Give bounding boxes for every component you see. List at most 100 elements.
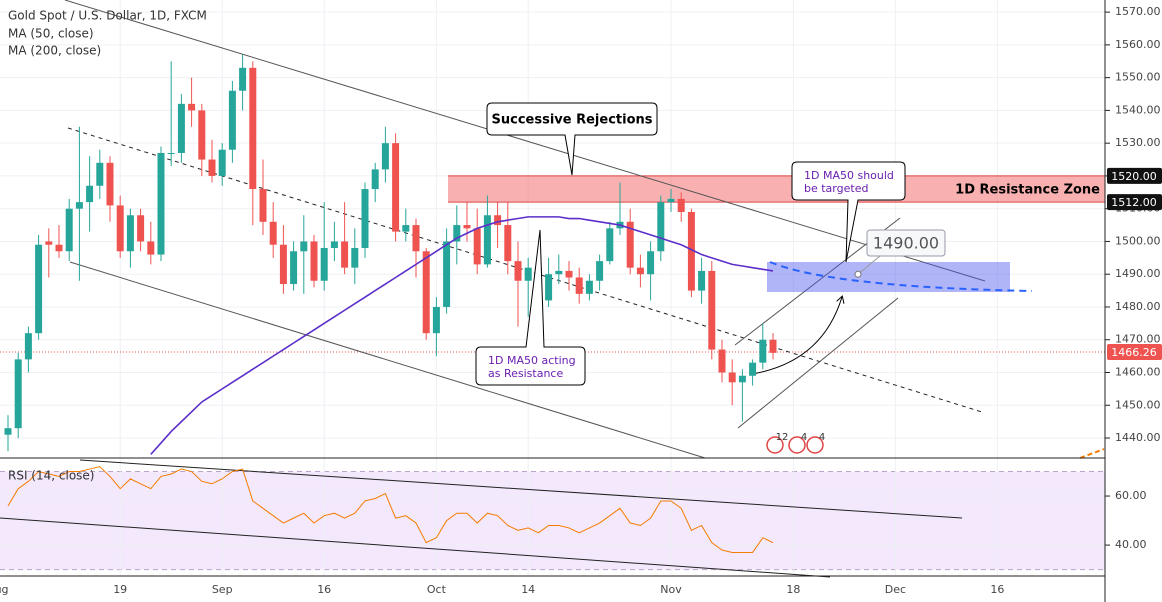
y-tick-label: 1560.00 (1115, 38, 1161, 51)
event-icon (806, 436, 824, 454)
candle-body (188, 103, 196, 111)
candle-body (269, 221, 277, 245)
y-tick-label: 1490.00 (1115, 267, 1161, 280)
candle-body (473, 228, 481, 265)
candle-body (351, 248, 359, 268)
zone-label: 1D Resistance Zone (955, 183, 1100, 198)
x-tick-label: Sep (212, 583, 233, 596)
y-tick-label: 1550.00 (1115, 71, 1161, 84)
candle-body (96, 162, 104, 186)
ma-line (150, 216, 774, 455)
candle-body (249, 67, 257, 190)
candle-body (647, 251, 655, 275)
x-tick-label: Nov (660, 583, 682, 596)
candle-body (218, 149, 226, 176)
candle-body (636, 267, 644, 275)
candle-body (24, 333, 32, 360)
candle-body (514, 261, 522, 281)
candle-body (524, 267, 532, 281)
y-tick-label: 1530.00 (1115, 136, 1161, 149)
target-zone (767, 262, 1010, 292)
event-label: 12 (776, 432, 789, 443)
candle-body (65, 208, 73, 252)
y-tick-label: 1470.00 (1115, 333, 1161, 346)
candle-body (14, 359, 22, 429)
candle-body (116, 205, 124, 252)
candle-body (443, 241, 451, 307)
candle-body (228, 90, 236, 150)
y-tick-label: 1570.00 (1115, 5, 1161, 18)
callout (486, 102, 658, 176)
price-badge (1107, 343, 1162, 360)
candle-body (320, 248, 328, 281)
candle-body (708, 270, 716, 350)
candle-body (208, 159, 216, 176)
callout-text: be targeted (804, 182, 868, 195)
candle-body (555, 270, 563, 275)
candle-body (86, 185, 94, 203)
candle-body (738, 375, 746, 383)
x-tick-label: 18 (786, 583, 800, 596)
candle-body (759, 339, 767, 363)
target-box (866, 229, 946, 257)
candle-body (606, 228, 614, 262)
candle-body (330, 241, 338, 249)
candle-body (55, 244, 63, 252)
legend-item: MA (200, close) (8, 44, 101, 58)
callout (475, 229, 586, 386)
drawings (0, 0, 1105, 578)
candle-body (361, 189, 369, 249)
candle-body (402, 225, 410, 232)
x-tick-label: 14 (521, 583, 535, 596)
candle-body (239, 67, 247, 91)
connector (857, 255, 881, 275)
arrow (751, 297, 842, 375)
candle-body (667, 198, 675, 203)
candle-body (371, 169, 379, 190)
resistance-zone (448, 175, 1105, 203)
candle-body (769, 339, 777, 353)
x-tick-label: 16 (990, 583, 1004, 596)
candle-body (626, 221, 634, 268)
candle-body (147, 241, 155, 255)
candle-body (728, 372, 736, 383)
price-badge-label: 1512.00 (1111, 196, 1157, 209)
candle-body (749, 362, 757, 376)
event-label: 4 (819, 432, 825, 443)
candle-body (167, 152, 175, 154)
candle-body (565, 270, 573, 278)
candle-body (310, 241, 318, 281)
y-tick-label: 1450.00 (1115, 398, 1161, 411)
callout (791, 161, 906, 263)
candle-body (106, 162, 114, 206)
event-icon (766, 436, 784, 454)
candle-body (177, 103, 185, 153)
event-icon (788, 436, 806, 454)
y-tick-label: 1540.00 (1115, 103, 1161, 116)
drawing (1079, 448, 1105, 459)
candle-body (657, 202, 665, 252)
candle-body (545, 274, 553, 301)
target-point (854, 270, 862, 278)
x-tick-label: 19 (113, 583, 127, 596)
marks (4, 54, 777, 553)
candle-body (596, 261, 604, 281)
x-tick-label: Dec (885, 583, 906, 596)
candle-body (290, 251, 298, 285)
candle-body (585, 280, 593, 294)
callout-text: 1D MA50 should (804, 169, 894, 182)
trendline (64, 0, 986, 282)
rsi-trendline (0, 517, 831, 578)
candle-body (412, 225, 420, 252)
y-tick-label: 1500.00 (1115, 234, 1161, 247)
candle-body (575, 277, 583, 294)
x-tick-label: 16 (317, 583, 331, 596)
x-tick-label: Oct (427, 583, 447, 596)
price-badge-label: 1466.26 (1111, 346, 1157, 359)
candle-body (381, 143, 389, 170)
event-label: 4 (801, 432, 807, 443)
callout-text: Successive Rejections (492, 113, 653, 128)
y-tick-label: 1480.00 (1115, 300, 1161, 313)
